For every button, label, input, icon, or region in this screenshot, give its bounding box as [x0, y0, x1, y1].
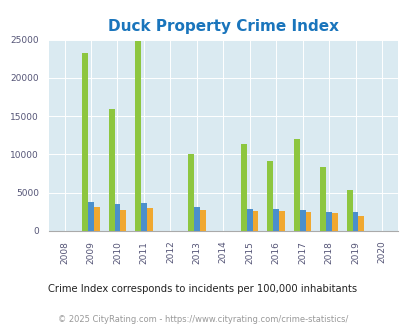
Bar — [114, 204, 120, 231]
Bar — [94, 207, 100, 231]
Bar — [135, 41, 141, 231]
Bar — [120, 210, 126, 231]
Bar — [147, 208, 152, 231]
Bar — [246, 209, 252, 231]
Bar — [293, 139, 299, 231]
Bar — [278, 211, 284, 231]
Bar — [325, 212, 331, 231]
Bar — [109, 109, 114, 231]
Bar — [267, 161, 273, 231]
Bar — [141, 203, 147, 231]
Bar — [331, 214, 337, 231]
Text: Crime Index corresponds to incidents per 100,000 inhabitants: Crime Index corresponds to incidents per… — [48, 284, 357, 294]
Bar — [352, 212, 358, 231]
Bar — [188, 154, 194, 231]
Bar — [252, 211, 258, 231]
Bar — [320, 167, 325, 231]
Text: © 2025 CityRating.com - https://www.cityrating.com/crime-statistics/: © 2025 CityRating.com - https://www.city… — [58, 315, 347, 324]
Bar — [299, 210, 305, 231]
Title: Duck Property Crime Index: Duck Property Crime Index — [108, 19, 338, 34]
Bar — [199, 210, 205, 231]
Bar — [305, 212, 311, 231]
Bar — [358, 216, 363, 231]
Bar — [194, 207, 199, 231]
Bar — [346, 190, 352, 231]
Bar — [88, 202, 94, 231]
Bar — [241, 145, 246, 231]
Bar — [273, 209, 278, 231]
Bar — [82, 53, 88, 231]
